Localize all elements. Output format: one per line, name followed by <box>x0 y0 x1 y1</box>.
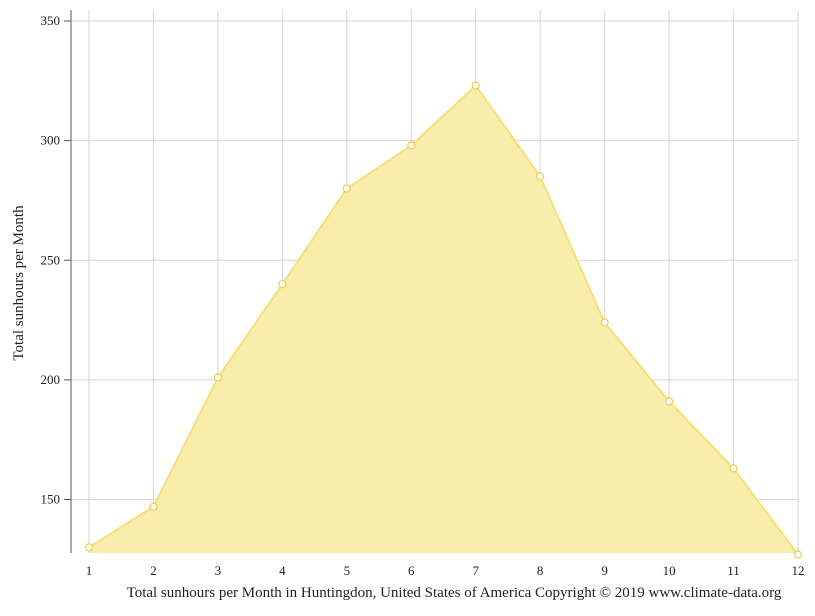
data-point-5 <box>342 184 351 193</box>
x-tick-label-10: 10 <box>663 563 676 578</box>
x-tick-label-3: 3 <box>215 563 222 578</box>
data-point-7 <box>471 81 480 90</box>
x-tick-label-8: 8 <box>537 563 544 578</box>
y-tick-label-350: 350 <box>41 13 61 28</box>
data-point-11 <box>729 464 738 473</box>
point-layer <box>84 81 803 559</box>
area-layer <box>88 84 799 556</box>
series-area-fill <box>89 85 798 555</box>
data-point-1 <box>84 543 94 552</box>
data-point-2 <box>149 502 158 511</box>
series-line <box>88 84 799 556</box>
data-point-9 <box>600 318 609 327</box>
x-tick-label-5: 5 <box>344 563 351 578</box>
x-tick-label-7: 7 <box>472 563 479 578</box>
x-tick-label-2: 2 <box>150 563 157 578</box>
data-point-4 <box>278 280 287 289</box>
data-point-10 <box>664 397 674 406</box>
data-point-8 <box>536 172 545 181</box>
y-tick-label-300: 300 <box>41 133 61 148</box>
data-point-3 <box>213 373 223 382</box>
x-tick-label-9: 9 <box>601 563 608 578</box>
x-tick-label-1: 1 <box>86 563 93 578</box>
y-tick-label-250: 250 <box>41 252 61 267</box>
x-tick-label-12: 12 <box>792 563 805 578</box>
data-point-12 <box>793 550 803 559</box>
data-point-6 <box>407 141 416 150</box>
y-tick-label-150: 150 <box>41 492 61 507</box>
y-axis-title: Total sunhours per Month <box>11 205 27 361</box>
x-tick-label-4: 4 <box>279 563 286 578</box>
x-tick-label-6: 6 <box>408 563 415 578</box>
chart-caption: Total sunhours per Month in Huntingdon, … <box>127 585 782 601</box>
x-tick-label-11: 11 <box>727 563 740 578</box>
y-tick-label-200: 200 <box>41 372 61 387</box>
